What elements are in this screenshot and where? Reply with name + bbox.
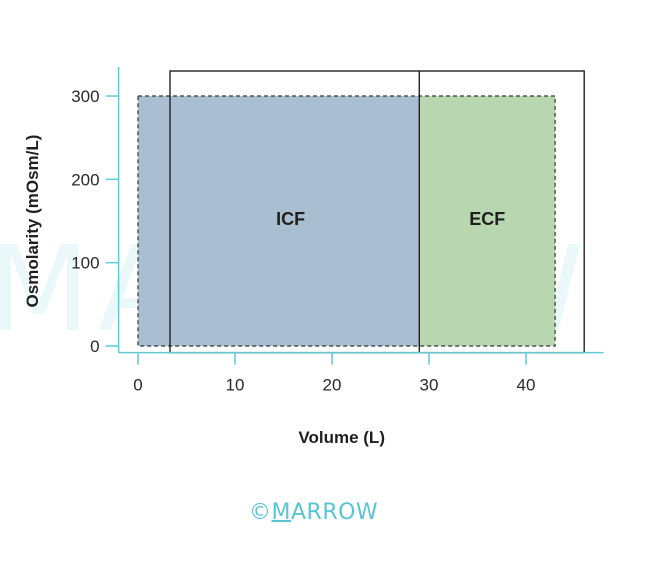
y-axis-title: Osmolarity (mOsm/L)	[23, 135, 42, 308]
original-state-outline	[137, 95, 556, 347]
region-label-icf: ICF	[276, 209, 305, 229]
copyright-symbol: ©	[249, 500, 272, 525]
x-tick-label: 10	[226, 376, 245, 395]
logo-letter-m: M	[271, 500, 291, 525]
logo-brand-rest: ARROW	[290, 500, 379, 525]
marrow-logo: ©MARROW	[249, 500, 378, 525]
region-icf	[138, 96, 420, 346]
y-tick-label: 100	[71, 254, 99, 273]
y-tick-label: 0	[90, 337, 99, 356]
region-ecf	[419, 96, 556, 346]
y-tick-label: 300	[71, 87, 99, 106]
x-tick-label: 40	[517, 376, 536, 395]
region-label-ecf: ECF	[469, 209, 505, 229]
x-tick-label: 20	[323, 376, 342, 395]
x-axis-title: Volume (L)	[298, 428, 385, 447]
x-tick-label: 30	[420, 376, 439, 395]
y-tick-label: 200	[71, 170, 99, 189]
x-tick-label: 0	[133, 376, 142, 395]
